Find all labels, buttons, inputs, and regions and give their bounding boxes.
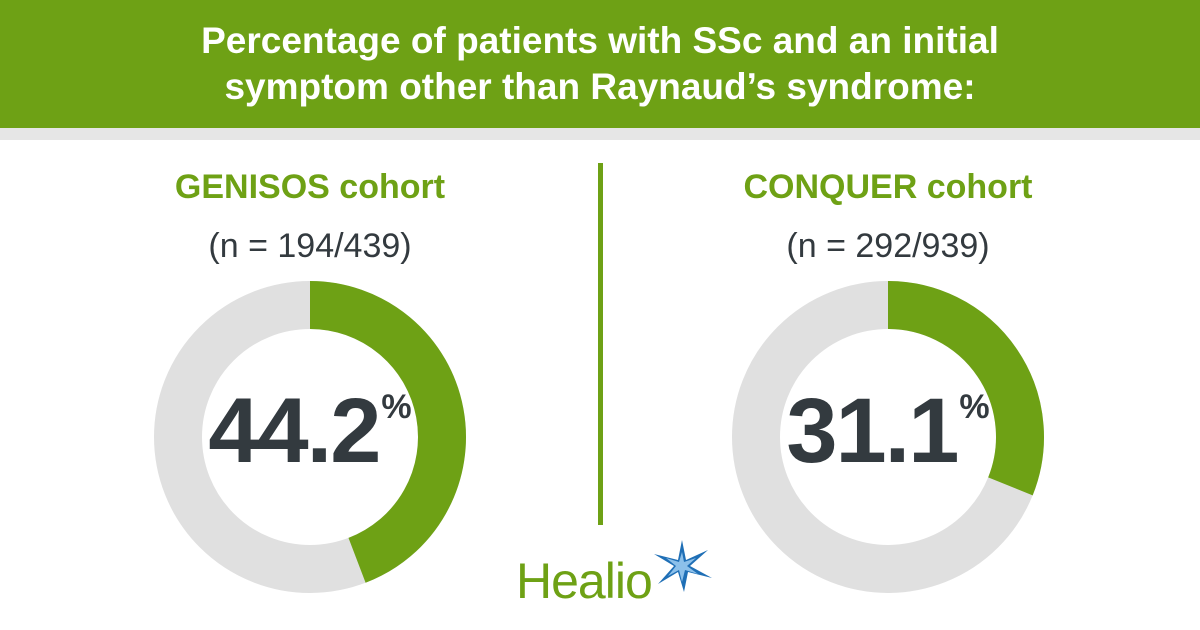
center-divider: [598, 163, 603, 525]
conquer-donut-chart: [732, 281, 1044, 593]
header-rule: [0, 128, 1200, 140]
header-banner: Percentage of patients with SSc and an i…: [0, 0, 1200, 128]
conquer-cohort-title: CONQUER cohort: [743, 168, 1033, 206]
conquer-percentage: 31.1%: [728, 385, 1048, 477]
conquer-percentage-unit: %: [959, 388, 990, 426]
star-icon: [654, 540, 712, 592]
title-line-1: Percentage of patients with SSc and an i…: [201, 20, 999, 61]
conquer-cohort-n: (n = 292/939): [786, 227, 990, 265]
healio-logo: Healio: [516, 538, 736, 609]
title-line-2: symptom other than Raynaud’s syndrome:: [224, 66, 976, 107]
conquer-percentage-value: 31.1: [786, 380, 959, 482]
logo-text: Healio: [516, 553, 653, 609]
genisos-cohort-n: (n = 194/439): [208, 227, 412, 265]
genisos-percentage-value: 44.2: [208, 380, 381, 482]
genisos-cohort-title: GENISOS cohort: [174, 168, 446, 206]
conquer-slice-value: [887, 281, 1044, 496]
genisos-slice-value: [309, 281, 466, 583]
genisos-percentage: 44.2%: [150, 385, 470, 477]
chart-title: Percentage of patients with SSc and an i…: [190, 18, 1010, 110]
genisos-percentage-unit: %: [381, 388, 412, 426]
genisos-donut-chart: [154, 281, 466, 593]
